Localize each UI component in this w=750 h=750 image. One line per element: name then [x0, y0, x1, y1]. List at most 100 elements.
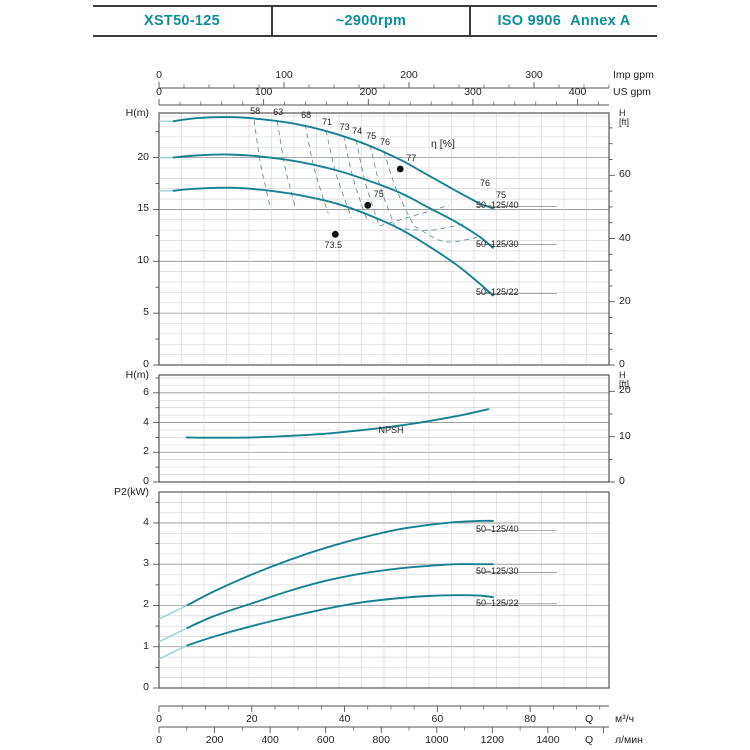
- head-curve-50-125/40: [171, 116, 494, 210]
- eta-isoline-label-68: 68: [301, 110, 312, 121]
- eta-isoline-label-76: 76: [379, 137, 391, 148]
- lmin-tick-0: 0: [156, 734, 162, 746]
- axis-lmin: [158, 726, 609, 733]
- imp-gpm-tick-300: 300: [525, 69, 543, 81]
- head-y-axis-label: H(m): [125, 107, 149, 119]
- head-curve-label-0: 50–125/40: [476, 200, 519, 211]
- lmin-tick-1200: 1200: [480, 734, 505, 746]
- duty-point-75: [364, 201, 372, 209]
- lmin-q-label: Q: [585, 734, 594, 746]
- npsh-y-tick-2: 2: [143, 445, 149, 458]
- us-gpm-tick-200: 200: [359, 86, 378, 98]
- eta-isoline-58: [253, 120, 271, 208]
- head-right-label-h: H: [619, 108, 626, 118]
- pow-y-tick-4: 4: [143, 515, 149, 528]
- npsh-y-axis-label: H(m): [125, 369, 149, 381]
- head-curve-label-2: 50–125/22: [476, 287, 519, 298]
- imp-gpm-tick-0: 0: [156, 69, 162, 81]
- imp-gpm-tick-100: 100: [275, 69, 293, 81]
- npsh-ft-tick-0: 0: [619, 475, 625, 487]
- header-speed: ~2900rpm: [273, 7, 471, 35]
- panel-npsh: [153, 374, 615, 483]
- npsh-y-tick-6: 6: [143, 385, 149, 398]
- head-y-tick-5: 5: [143, 306, 149, 319]
- eta-isoline-label-58: 58: [250, 106, 261, 117]
- npsh-curve: [185, 408, 490, 439]
- head-y-tick-15: 15: [137, 202, 149, 215]
- npsh-y-tick-0: 0: [143, 475, 149, 487]
- duty-point-77: [396, 165, 404, 173]
- m3h-unit-label: м³/ч: [615, 713, 635, 725]
- m3h-tick-60: 60: [431, 713, 444, 725]
- head-y-tick-20: 20: [137, 150, 149, 163]
- eta-island-arc-0: [379, 204, 450, 227]
- chart-header: XST50-125 ~2900rpm ISO 9906 Annex A: [93, 5, 657, 37]
- eta-end-label-76: 76: [480, 178, 491, 188]
- lmin-tick-800: 800: [372, 734, 390, 746]
- head-y-tick-0: 0: [143, 358, 149, 370]
- power-curve-50-125/22: [185, 594, 494, 647]
- panel-power: [153, 491, 610, 689]
- pow-y-tick-1: 1: [143, 639, 149, 652]
- eta-isoline-63: [276, 121, 297, 210]
- eta-isoline-label-63: 63: [273, 107, 284, 118]
- header-model: XST50-125: [93, 7, 273, 35]
- us-gpm-tick-0: 0: [156, 86, 162, 98]
- npsh-ft-tick-20: 20: [619, 384, 631, 397]
- panel-head: [153, 112, 615, 366]
- eta-isoline-75: [369, 145, 396, 229]
- eta-isoline-label-75: 75: [366, 131, 377, 142]
- m3h-tick-20: 20: [245, 713, 258, 725]
- head-y-tick-10: 10: [137, 254, 149, 267]
- lmin-unit-label: л/мин: [615, 734, 643, 746]
- us-gpm-tick-300: 300: [464, 86, 482, 98]
- duty-point-73.5: [331, 230, 339, 238]
- us-gpm-unit-label: US gpm: [613, 86, 651, 98]
- lmin-tick-400: 400: [261, 734, 279, 746]
- duty-point-label-77: 77: [406, 153, 417, 163]
- lmin-tick-1000: 1000: [425, 734, 449, 746]
- header-standard: ISO 9906: [497, 13, 562, 29]
- m3h-tick-40: 40: [338, 713, 351, 725]
- eta-isoline-label-74: 74: [352, 125, 363, 136]
- npsh-curve-label: NPSH: [378, 425, 404, 436]
- pow-y-tick-0: 0: [143, 681, 149, 693]
- lmin-tick-1400: 1400: [536, 734, 560, 746]
- head-curve-label-1: 50–125/30: [476, 238, 519, 249]
- eta-end-label-75: 75: [496, 190, 507, 200]
- eta-isoline-76: [383, 151, 415, 227]
- head-ft-tick-40: 40: [619, 231, 631, 244]
- header-annex: Annex A: [570, 13, 631, 29]
- m3h-tick-80: 80: [524, 713, 536, 725]
- head-ft-tick-0: 0: [619, 358, 625, 370]
- head-curve-50-125/30: [171, 153, 494, 249]
- eta-isoline-label-71: 71: [321, 116, 333, 127]
- pow-y-tick-2: 2: [143, 598, 149, 611]
- lmin-tick-600: 600: [316, 734, 335, 746]
- imp-gpm-tick-200: 200: [400, 69, 418, 81]
- m3h-tick-0: 0: [156, 713, 162, 725]
- head-ft-tick-20: 20: [619, 294, 631, 307]
- head-right-label-ft: [ft]: [619, 117, 630, 127]
- eta-isoline-label-73: 73: [339, 121, 350, 132]
- npsh-right-label-h: H: [619, 370, 626, 380]
- imp-gpm-unit-label: Imp gpm: [613, 69, 654, 81]
- power-curve-50-125/30: [185, 563, 494, 630]
- axis-imp-gpm: [158, 82, 610, 89]
- duty-point-label-73.5: 73.5: [324, 240, 343, 251]
- power-curve-label-0: 50–125/40: [476, 524, 519, 535]
- npsh-ft-tick-10: 10: [619, 429, 631, 442]
- power-curve-50-125/40: [185, 519, 494, 607]
- power-curve-label-1: 50–125/30: [476, 566, 519, 577]
- head-ft-tick-60: 60: [619, 168, 631, 181]
- duty-point-label-75: 75: [373, 189, 384, 200]
- us-gpm-tick-100: 100: [254, 86, 273, 98]
- power-curve-label-2: 50–125/22: [476, 597, 519, 608]
- eta-isoline-68: [304, 124, 329, 214]
- us-gpm-tick-400: 400: [568, 86, 587, 98]
- header-standard-group: ISO 9906 Annex A: [471, 7, 657, 35]
- pow-y-tick-3: 3: [143, 557, 149, 570]
- eta-isoline-71: [325, 130, 352, 218]
- axis-us-gpm: [158, 99, 609, 106]
